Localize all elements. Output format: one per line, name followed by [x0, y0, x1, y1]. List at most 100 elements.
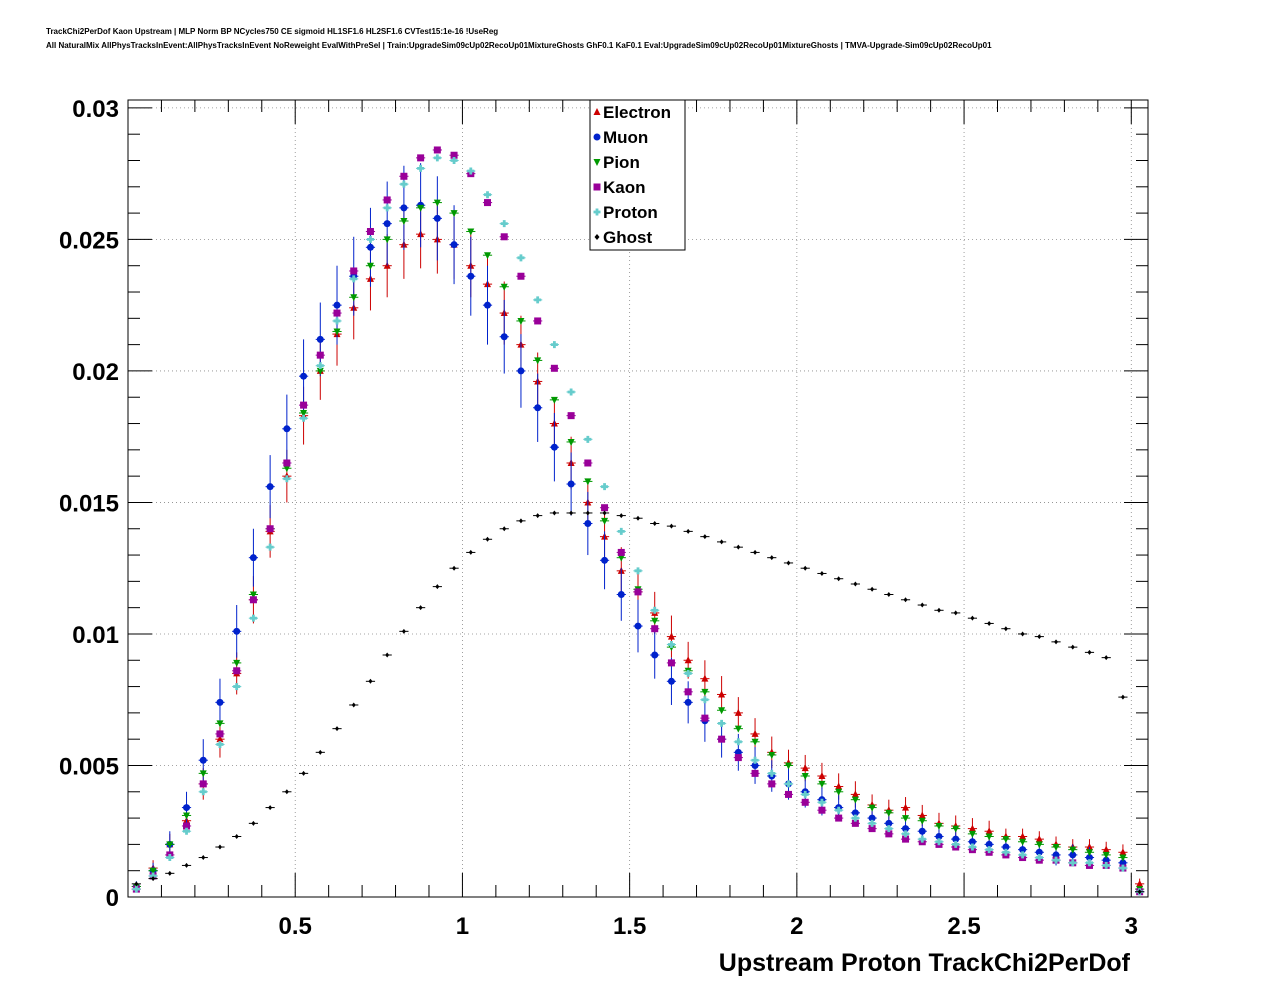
data-point	[736, 544, 741, 550]
data-point	[1120, 694, 1125, 700]
data-point	[985, 827, 993, 835]
data-point	[1002, 843, 1010, 851]
data-point	[450, 241, 458, 249]
data-point	[920, 602, 925, 608]
data-point	[601, 556, 609, 564]
data-point	[400, 180, 408, 188]
data-point	[851, 814, 859, 822]
data-point	[1087, 649, 1092, 655]
data-point	[1102, 845, 1110, 853]
axes: 0.5 1 1.5 2 2.5 3 0 0.005 0.01 0.015 0.02 0.025 0.03	[59, 96, 1149, 940]
data-point	[684, 698, 692, 706]
data-point	[283, 459, 291, 467]
x-tick-label: 2.5	[947, 913, 980, 940]
series-proton	[131, 154, 1145, 896]
data-point	[835, 814, 843, 822]
data-point	[868, 819, 876, 827]
data-point	[784, 780, 792, 788]
x-axis-label: Upstream Proton TrackChi2PerDof	[719, 949, 1131, 977]
data-point	[450, 156, 458, 164]
data-point	[450, 151, 458, 159]
data-point	[366, 243, 374, 251]
data-point	[801, 798, 809, 806]
data-point	[1019, 851, 1027, 859]
y-tick-label: 0.015	[59, 490, 119, 517]
data-point	[935, 838, 943, 846]
data-point	[718, 735, 726, 743]
data-point	[786, 560, 791, 566]
data-point	[918, 817, 926, 825]
data-point	[835, 782, 843, 790]
data-point	[935, 822, 943, 830]
data-point	[968, 824, 976, 832]
data-point	[1102, 851, 1110, 859]
data-point	[702, 534, 707, 540]
data-point	[1069, 859, 1077, 867]
data-point	[1035, 835, 1043, 843]
data-point	[400, 204, 408, 212]
data-point	[584, 459, 592, 467]
y-tick-label: 0.03	[72, 96, 119, 123]
data-point	[283, 475, 291, 483]
data-point	[333, 301, 341, 309]
data-point	[769, 555, 774, 561]
data-point	[517, 272, 525, 280]
data-point	[1070, 644, 1075, 650]
data-point	[1037, 634, 1042, 640]
data-point	[634, 567, 642, 575]
data-point	[719, 539, 724, 545]
data-point	[550, 364, 558, 372]
data-point	[1052, 844, 1060, 852]
data-point	[1035, 854, 1043, 862]
data-point	[550, 443, 558, 451]
data-point	[500, 283, 508, 291]
x-tick-label: 3	[1125, 913, 1138, 940]
data-point	[868, 825, 876, 833]
legend-label-ghost: Ghost	[603, 228, 652, 247]
data-point	[684, 669, 692, 677]
data-point	[734, 725, 742, 733]
data-point	[686, 528, 691, 534]
data-point	[918, 827, 926, 835]
data-point	[801, 773, 809, 781]
data-point	[266, 483, 274, 491]
data-point	[818, 806, 826, 814]
legend-label-electron: Electron	[603, 103, 671, 122]
data-point	[284, 789, 289, 795]
data-point	[468, 549, 473, 555]
data-point	[366, 262, 374, 270]
data-point	[417, 164, 425, 172]
data-point	[1136, 879, 1144, 887]
data-point	[233, 667, 241, 675]
data-point	[734, 748, 742, 756]
data-point	[467, 272, 475, 280]
data-point	[183, 822, 191, 830]
data-point	[216, 720, 224, 728]
data-point	[517, 254, 525, 262]
data-point	[1085, 859, 1093, 867]
data-point	[1003, 626, 1008, 632]
data-point	[751, 769, 759, 777]
data-point	[350, 275, 358, 283]
data-point	[166, 841, 174, 849]
data-point	[753, 549, 758, 555]
data-point	[199, 756, 207, 764]
data-point	[584, 519, 592, 527]
data-point	[149, 872, 157, 880]
data-point	[550, 396, 558, 404]
data-point	[201, 855, 206, 861]
data-point	[216, 730, 224, 738]
data-point	[418, 605, 423, 611]
data-point	[885, 809, 893, 817]
data-point	[199, 788, 207, 796]
data-point	[433, 146, 441, 154]
data-point	[450, 210, 458, 218]
data-point	[216, 735, 224, 743]
data-point	[801, 790, 809, 798]
data-point	[701, 688, 709, 696]
data-point	[333, 328, 341, 336]
data-point	[701, 696, 709, 704]
data-point	[667, 659, 675, 667]
data-point	[366, 228, 374, 236]
data-point	[803, 565, 808, 571]
